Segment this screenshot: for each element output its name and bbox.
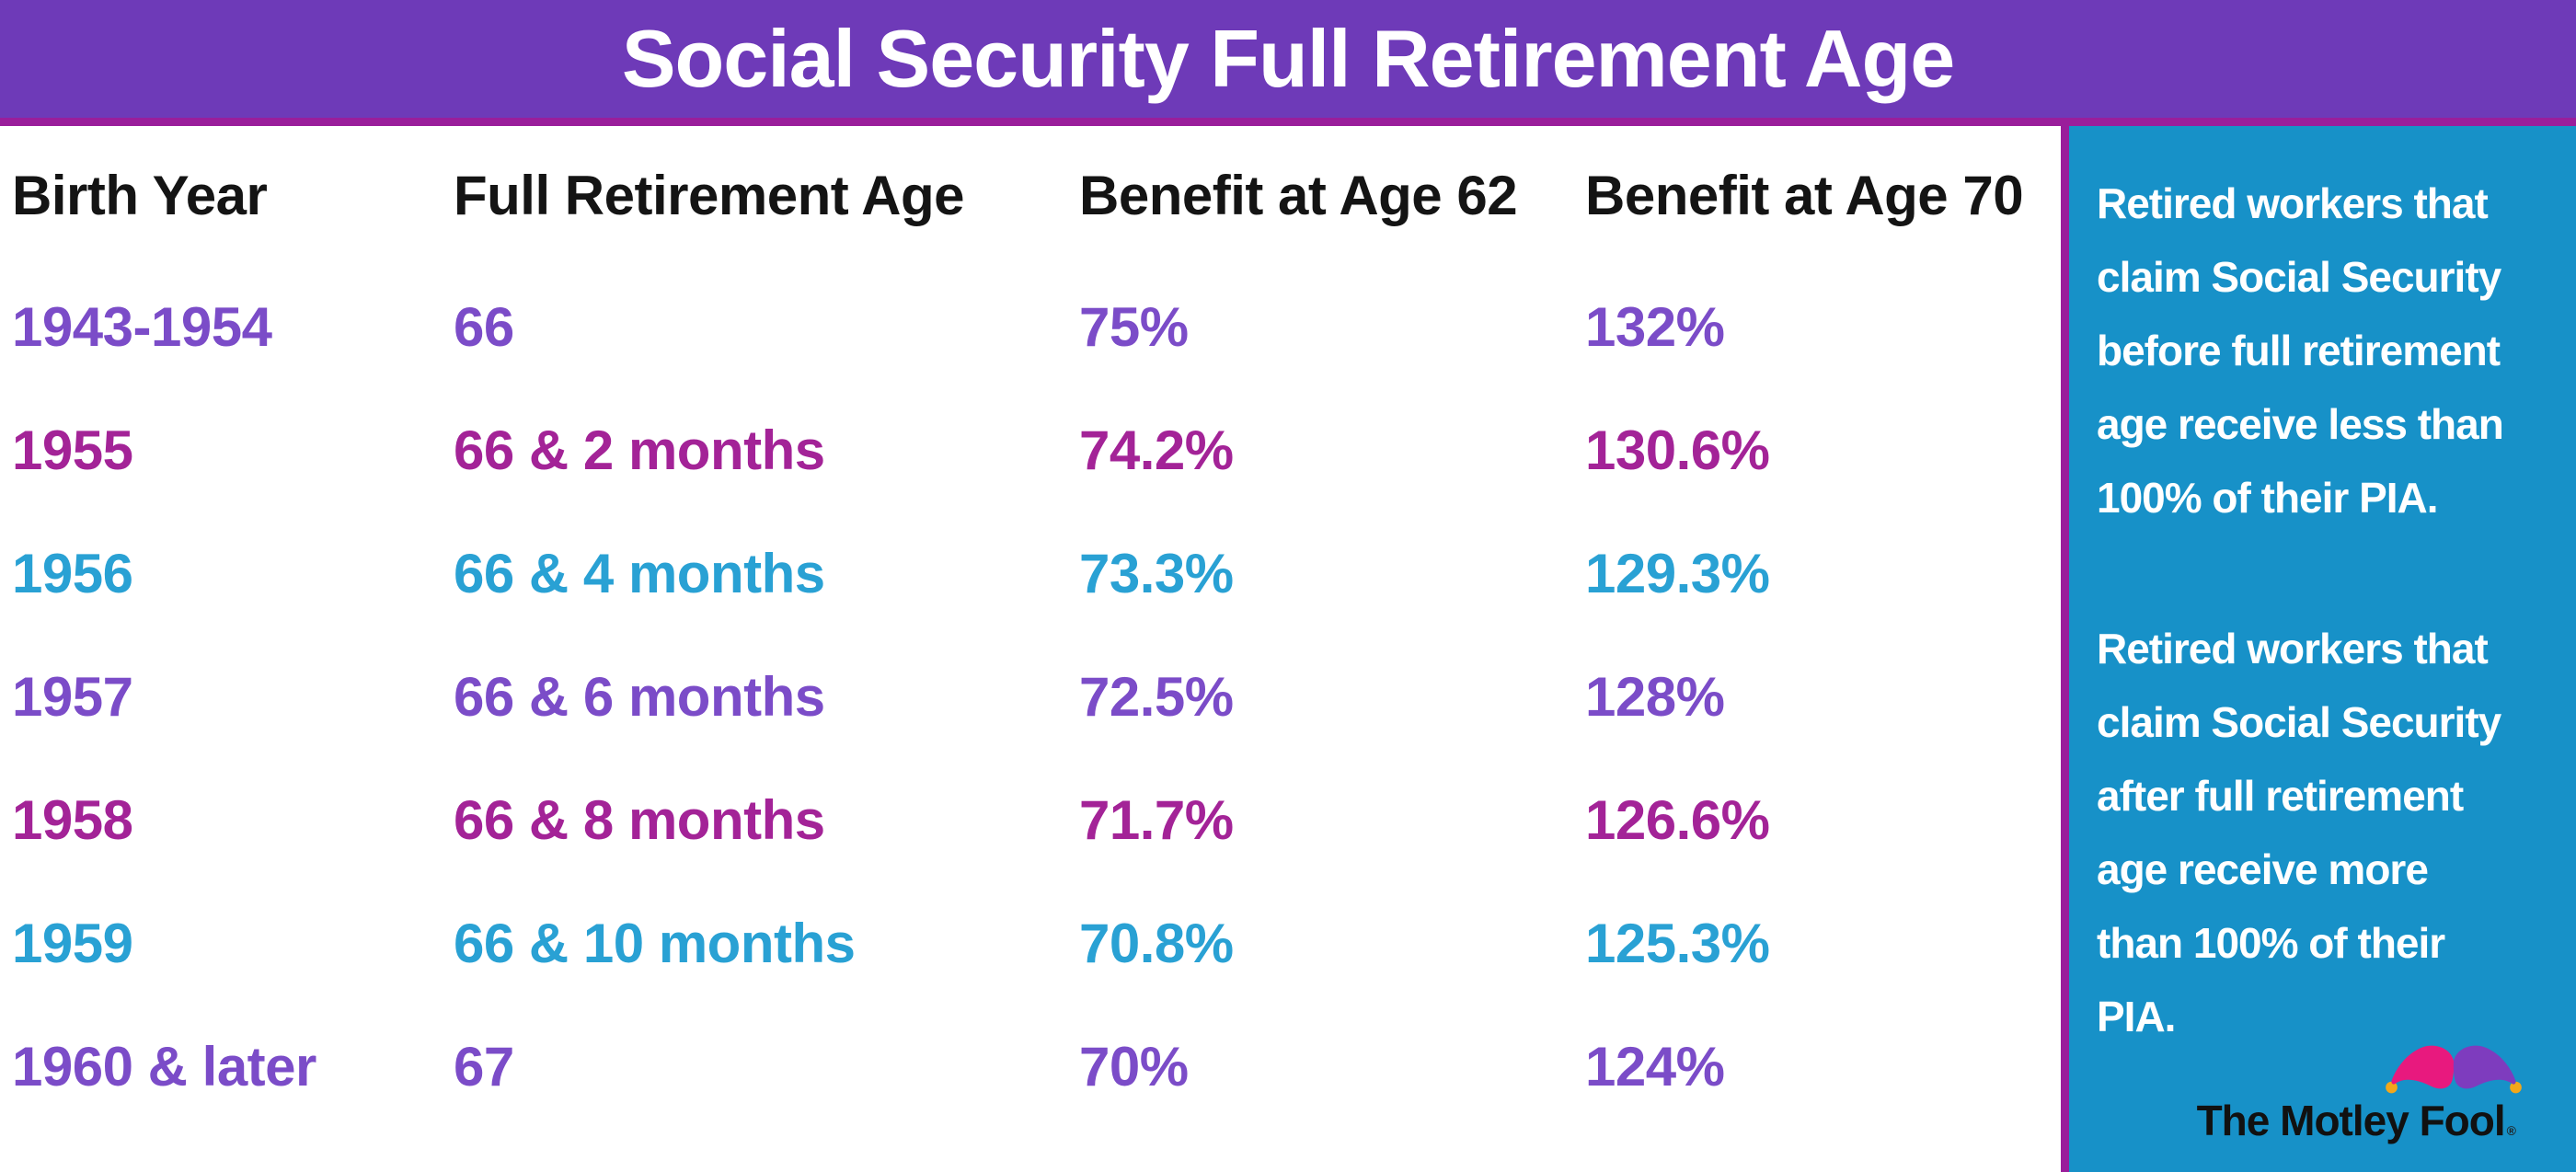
table-cell-benefit_70: 128% (1585, 666, 1725, 728)
title-banner: Social Security Full Retirement Age (0, 0, 2576, 118)
table-cell-benefit_62: 72.5% (1079, 666, 1234, 728)
table-cell-birth_year: 1957 (12, 666, 133, 728)
motley-fool-logo: The Motley Fool ® (2196, 1040, 2522, 1145)
sidebar-text-line: Retired workers that (2097, 179, 2489, 227)
column-header-birth_year: Birth Year (12, 165, 268, 226)
sidebar-text-line: age receive more (2097, 845, 2429, 893)
column-header-benefit_70: Benefit at Age 70 (1585, 165, 2024, 226)
table-cell-benefit_70: 129.3% (1585, 543, 1770, 604)
table-row: 1955 66 & 2 months 74.2% 130.6% (0, 389, 2061, 512)
table-cell-full_retirement_age: 66 (454, 296, 514, 358)
table-cell-benefit_62: 75% (1079, 296, 1189, 358)
sidebar-text-line: before full retirement (2097, 327, 2501, 374)
sidebar-text-line: than 100% of their (2097, 919, 2445, 967)
table-cell-full_retirement_age: 66 & 6 months (454, 666, 825, 728)
table-cell-benefit_70: 124% (1585, 1036, 1725, 1097)
sidebar-text-line: 100% of their PIA. (2097, 474, 2439, 522)
table-cell-benefit_70: 130.6% (1585, 419, 1770, 481)
table-cell-full_retirement_age: 66 & 8 months (454, 789, 825, 851)
page-title: Social Security Full Retirement Age (621, 13, 1955, 104)
table-cell-benefit_62: 71.7% (1079, 789, 1234, 851)
jester-hat-icon (2386, 1046, 2522, 1094)
logo-wordmark: The Motley Fool ® (2196, 1097, 2516, 1145)
table-cell-birth_year: 1943-1954 (12, 296, 272, 358)
table-cell-full_retirement_age: 66 & 10 months (454, 913, 856, 974)
note-after-fra: Retired workers that claim Social Securit… (2097, 612, 2552, 1053)
registered-trademark-symbol: ® (2506, 1123, 2516, 1139)
table-row: 1959 66 & 10 months 70.8% 125.3% (0, 882, 2061, 1005)
table-row: 1943-1954 66 75% 132% (0, 266, 2061, 389)
table-row: 1956 66 & 4 months 73.3% 129.3% (0, 512, 2061, 636)
info-sidebar: Retired workers that claim Social Securit… (2061, 126, 2576, 1172)
table-cell-birth_year: 1956 (12, 543, 133, 604)
accent-divider (0, 118, 2576, 126)
table-cell-benefit_62: 70.8% (1079, 913, 1234, 974)
sidebar-text-line: Retired workers that (2097, 625, 2489, 672)
table-cell-benefit_62: 70% (1079, 1036, 1189, 1097)
sidebar-text-line: PIA. (2097, 993, 2176, 1040)
table-cell-benefit_70: 132% (1585, 296, 1725, 358)
table-cell-birth_year: 1955 (12, 419, 133, 481)
table-cell-full_retirement_age: 66 & 2 months (454, 419, 825, 481)
table-row: 1958 66 & 8 months 71.7% 126.6% (0, 759, 2061, 882)
table-cell-birth_year: 1960 & later (12, 1036, 316, 1097)
table-cell-birth_year: 1958 (12, 789, 133, 851)
table-cell-full_retirement_age: 66 & 4 months (454, 543, 825, 604)
logo-text: The Motley Fool (2196, 1097, 2506, 1145)
sidebar-text-line: after full retirement (2097, 772, 2464, 820)
table-row: 1957 66 & 6 months 72.5% 128% (0, 636, 2061, 759)
column-header-benefit_62: Benefit at Age 62 (1079, 165, 1518, 226)
table-cell-birth_year: 1959 (12, 913, 133, 974)
table-cell-benefit_62: 74.2% (1079, 419, 1234, 481)
retirement-table-body: 1943-1954 66 75% 132% 1955 66 & 2 months 74.2%… (0, 266, 2061, 1129)
sidebar-text-line: age receive less than (2097, 400, 2504, 448)
sidebar-text-line: claim Social Security (2097, 253, 2501, 301)
table-cell-full_retirement_age: 67 (454, 1036, 514, 1097)
table-row: 1960 & later 67 70% 124% (0, 1005, 2061, 1129)
table-header-row: Birth Year Full Retirement Age Benefit at … (0, 126, 2061, 266)
retirement-table: Birth Year Full Retirement Age Benefit at … (0, 126, 2061, 1172)
note-before-fra: Retired workers that claim Social Securit… (2097, 167, 2552, 534)
table-cell-benefit_62: 73.3% (1079, 543, 1234, 604)
table-cell-benefit_70: 125.3% (1585, 913, 1770, 974)
sidebar-text-line: claim Social Security (2097, 698, 2501, 746)
column-header-full_retirement_age: Full Retirement Age (454, 165, 965, 226)
table-cell-benefit_70: 126.6% (1585, 789, 1770, 851)
